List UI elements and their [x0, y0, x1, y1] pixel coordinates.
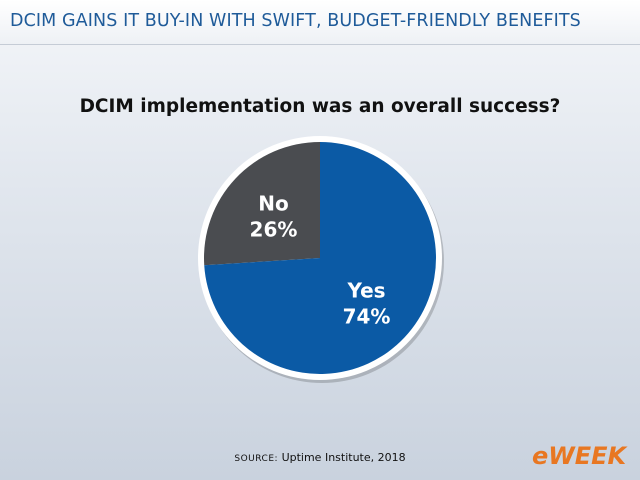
source-label: SOURCE:: [234, 454, 279, 464]
logo-text: eWEEK: [532, 442, 629, 470]
pie-slice-yes: [204, 142, 436, 375]
header-bar: DCIM GAINS IT BUY-IN WITH SWIFT, BUDGET-…: [0, 0, 640, 45]
slide-title: DCIM GAINS IT BUY-IN WITH SWIFT, BUDGET-…: [10, 11, 581, 31]
slice-value-yes: 74%: [343, 305, 391, 329]
pie-slice-no: [204, 142, 320, 266]
slice-value-no: 26%: [250, 217, 298, 241]
chart-title: DCIM implementation was an overall succe…: [79, 96, 561, 117]
slice-label-no: No: [258, 191, 288, 215]
slice-label-yes: Yes: [346, 279, 385, 303]
eweek-logo: eWEEK: [532, 442, 629, 470]
source-text: Uptime Institute, 2018: [281, 451, 406, 464]
source-line: SOURCE: Uptime Institute, 2018: [0, 451, 640, 464]
